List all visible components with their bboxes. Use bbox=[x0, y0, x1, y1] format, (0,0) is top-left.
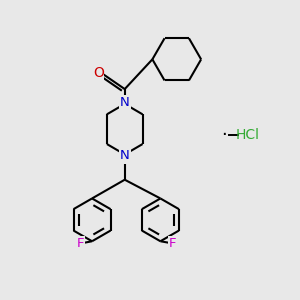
Text: HCl: HCl bbox=[236, 128, 260, 142]
Text: N: N bbox=[120, 149, 130, 162]
Text: F: F bbox=[77, 237, 85, 250]
Text: F: F bbox=[169, 237, 176, 250]
Text: ·: · bbox=[221, 126, 227, 144]
Text: N: N bbox=[120, 96, 130, 109]
Text: O: O bbox=[93, 66, 104, 80]
